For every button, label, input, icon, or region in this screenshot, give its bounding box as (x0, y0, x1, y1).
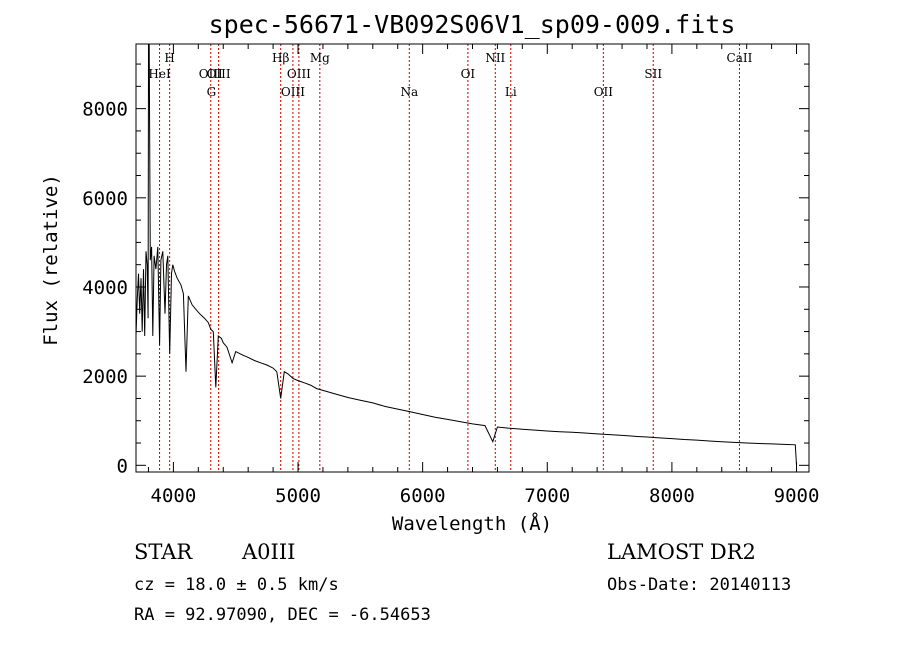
object-subclass: A0III (241, 540, 295, 564)
y-tick-label-3: 6000 (82, 188, 128, 210)
marker-label-6: OIII (281, 85, 305, 99)
observation-date: Obs-Date: 20140113 (607, 575, 791, 595)
y-tick-label-1: 2000 (82, 366, 128, 388)
sky-coordinates: RA = 92.97090, DEC = -6.54653 (134, 605, 431, 625)
y-tick-label-2: 4000 (82, 277, 128, 299)
spectral-line-markers (159, 44, 740, 472)
object-type: STAR (134, 540, 193, 564)
x-tick-label-1: 5000 (275, 485, 321, 507)
marker-label-12: Li (505, 85, 517, 99)
y-tick-label-0: 0 (117, 455, 128, 477)
y-axis-label: Flux (relative) (40, 174, 62, 346)
marker-label-0: HeI (148, 67, 171, 81)
marker-label-1: H (164, 51, 174, 65)
x-tick-label-0: 4000 (151, 485, 197, 507)
x-tick-label-4: 8000 (649, 485, 695, 507)
marker-label-5: Hβ (272, 51, 289, 65)
marker-label-14: SII (644, 67, 662, 81)
marker-label-10: OI (461, 67, 476, 81)
x-axis-ticks: 4000 5000 6000 7000 8000 9000 (147, 44, 820, 507)
marker-label-13: OII (594, 85, 614, 99)
redshift-cz: cz = 18.0 ± 0.5 km/s (134, 575, 339, 595)
marker-label-8: Mg (310, 51, 330, 65)
x-tick-label-3: 7000 (524, 485, 570, 507)
x-tick-label-5: 9000 (774, 485, 820, 507)
marker-label-7: OIII (287, 67, 311, 81)
marker-label-11: NII (485, 51, 505, 65)
x-tick-label-2: 6000 (400, 485, 446, 507)
x-axis-label: Wavelength (Å) (392, 512, 552, 535)
spectrum-line (135, 43, 797, 466)
marker-label-4: OIII (207, 67, 231, 81)
y-tick-label-4: 8000 (82, 99, 128, 121)
marker-label-2: OIII (199, 67, 223, 81)
y-axis-ticks: 0 2000 4000 6000 8000 (82, 63, 809, 477)
survey-name: LAMOST DR2 (607, 540, 756, 564)
marker-label-3: G (207, 85, 217, 99)
marker-label-15: CaII (727, 51, 753, 65)
plot-frame (135, 43, 810, 473)
chart-title: spec-56671-VB092S06V1_sp09-009.fits (209, 10, 736, 39)
marker-label-9: Na (400, 85, 418, 99)
